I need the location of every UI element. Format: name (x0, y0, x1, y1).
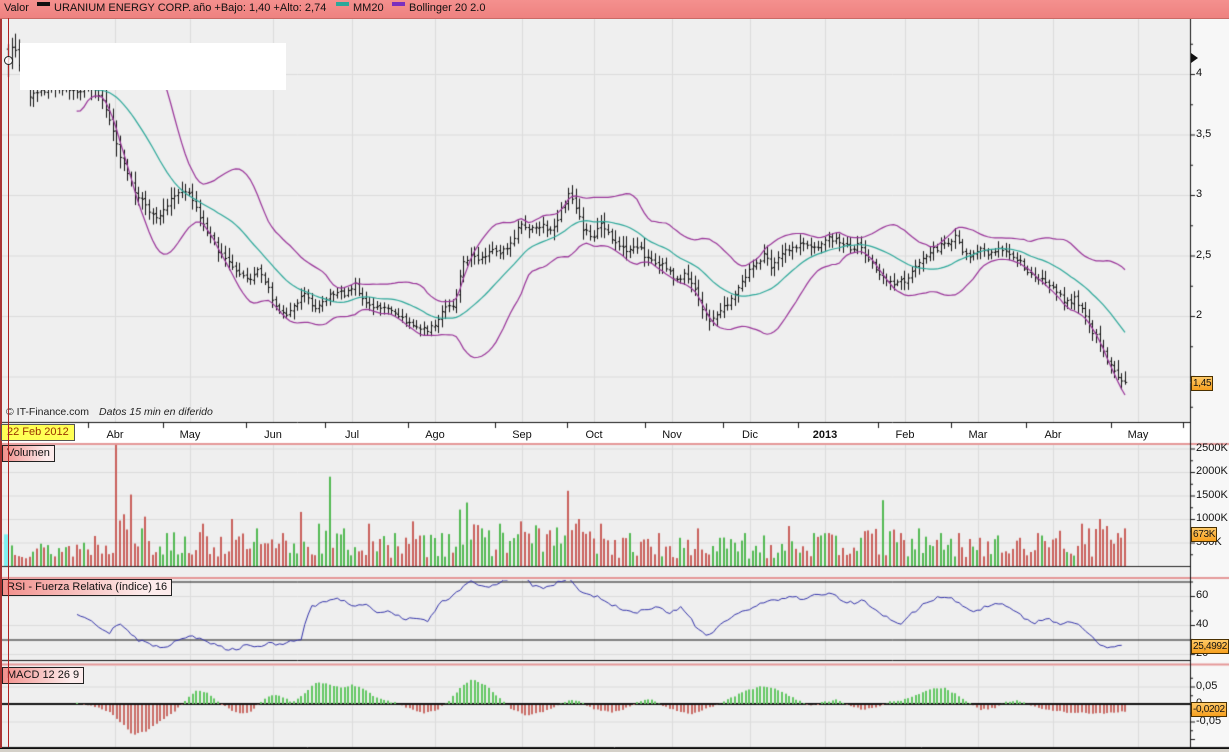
mm20-legend-label[interactable]: MM20 (353, 2, 384, 14)
rsi-panel-title[interactable]: RSI - Fuerza Relativa (índice) 16 (2, 579, 172, 596)
left-border (0, 18, 2, 748)
macd-panel-title[interactable]: MACD 12 26 9 (2, 667, 84, 684)
chart-canvas[interactable] (0, 0, 1229, 752)
watermark: © IT-Finance.com Datos 15 min en diferido (6, 406, 213, 418)
empty-info-box (20, 43, 286, 90)
copyright-text: © IT-Finance.com (6, 406, 89, 418)
last-price-box: 1,45 (1191, 376, 1213, 391)
price-cursor-arrow-icon (1191, 53, 1198, 63)
series-name[interactable]: URANIUM ENERGY CORP. (54, 2, 191, 14)
mm20-color-dash-icon (336, 2, 349, 6)
bollinger-legend-label[interactable]: Bollinger 20 2.0 (409, 2, 485, 14)
rsi-value-box: 25,4992 (1191, 639, 1229, 654)
volume-panel-title[interactable]: Volumen (2, 445, 55, 462)
cursor-date-box: 22 Feb 2012 (1, 424, 75, 441)
bottom-frame (0, 748, 1229, 752)
cursor-volume-box: 673K (1191, 527, 1217, 542)
chart-header: Valor URANIUM ENERGY CORP. año +Bajo: 1,… (0, 0, 1229, 19)
delay-note: Datos 15 min en diferido (99, 406, 213, 418)
cursor-vertical-line[interactable] (8, 18, 9, 747)
charting-window: Valor URANIUM ENERGY CORP. año +Bajo: 1,… (0, 0, 1229, 752)
cursor-point-marker[interactable] (4, 56, 13, 65)
bollinger-color-dash-icon (392, 2, 405, 6)
macd-value-box: -0,0202 (1191, 702, 1227, 717)
header-valor-label: Valor (4, 2, 29, 14)
year-range-label: año +Bajo: 1,40 +Alto: 2,74 (193, 2, 326, 14)
series-color-dash-icon (37, 2, 50, 6)
